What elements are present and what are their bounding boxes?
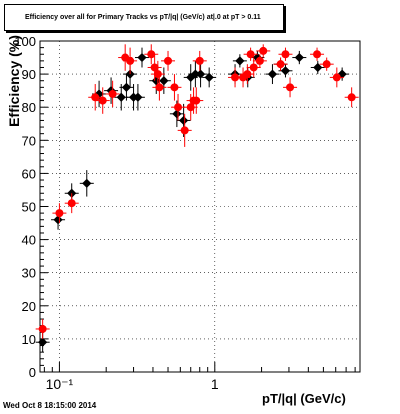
data-point-circle [259, 46, 268, 55]
data-point-circle [153, 70, 162, 79]
y-tick-label: 50 [22, 200, 36, 215]
data-point-circle [174, 103, 183, 112]
data-point-circle [286, 83, 295, 92]
data-point-diamond [151, 76, 161, 86]
grid [40, 41, 360, 372]
data-point-diamond [204, 72, 214, 83]
data-point-circle [180, 126, 189, 135]
data-point-diamond [313, 62, 323, 73]
data-point-circle [38, 324, 47, 333]
data-point-diamond [235, 56, 245, 66]
data-point-circle [67, 199, 76, 208]
data-point-circle [231, 73, 240, 82]
y-tick-label: 60 [22, 166, 36, 181]
data-point-circle [192, 96, 201, 105]
y-axis-label: Efficiency (%) [6, 35, 22, 127]
footer-timestamp: Wed Oct 8 18:15:00 2014 [3, 401, 97, 410]
data-point-diamond [252, 52, 262, 63]
chart-title: Efficiency over all for Primary Tracks v… [25, 14, 261, 21]
data-point-circle [186, 103, 195, 112]
data-point-diamond [116, 92, 126, 102]
data-point-diamond [133, 92, 143, 102]
data-point-circle [332, 73, 341, 82]
tick-labels: 0 10 20 30 40 50 60 70 80 90 100 10⁻¹ 1 [14, 34, 219, 392]
data-points [35, 44, 359, 353]
data-point-circle [91, 93, 100, 102]
data-point-circle [276, 60, 285, 69]
data-point-circle [150, 63, 159, 72]
data-point-circle [147, 50, 156, 59]
data-point-diamond [337, 69, 347, 79]
x-axis-label: pT/|q| (GeV/c) [262, 391, 346, 406]
data-point-circle [281, 50, 290, 59]
data-point-diamond [294, 52, 304, 63]
data-point-circle [164, 56, 173, 65]
data-point-diamond [195, 69, 206, 79]
data-point-diamond [38, 337, 48, 347]
data-point-circle [347, 93, 356, 102]
x-tick-label: 10⁻¹ [46, 376, 74, 392]
chart-title-box: Efficiency over all for Primary Tracks v… [4, 4, 284, 31]
data-point-circle [195, 56, 204, 65]
y-tick-label: 90 [22, 67, 36, 82]
data-point-circle [98, 96, 107, 105]
data-point-circle [170, 83, 179, 92]
data-point-circle [55, 209, 64, 218]
data-point-circle [313, 50, 322, 59]
ticks [40, 40, 356, 373]
data-point-circle [155, 83, 164, 92]
y-tick-label: 70 [22, 133, 36, 148]
data-point-diamond [267, 69, 278, 79]
data-point-diamond [159, 76, 169, 86]
data-point-circle [249, 63, 258, 72]
y-tick-label: 30 [22, 266, 36, 281]
y-tick-label: 10 [22, 332, 36, 347]
data-point-diamond [280, 66, 291, 76]
data-point-circle [126, 56, 135, 65]
y-tick-label: 100 [14, 34, 36, 49]
data-point-diamond [82, 178, 92, 188]
y-tick-label: 20 [22, 299, 36, 314]
x-tick-label: 1 [211, 376, 219, 392]
data-point-diamond [179, 115, 189, 126]
y-tick-label: 80 [22, 100, 36, 115]
data-point-circle [246, 50, 255, 59]
data-point-diamond [121, 82, 132, 92]
data-point-circle [255, 56, 264, 65]
y-tick-label: 40 [22, 233, 36, 248]
data-point-circle [243, 70, 252, 79]
data-point-diamond [172, 109, 182, 119]
data-point-diamond [53, 215, 63, 225]
y-tick-label: 0 [29, 365, 36, 380]
data-point-diamond [137, 52, 147, 63]
data-point-circle [108, 89, 117, 98]
data-point-circle [322, 60, 331, 69]
